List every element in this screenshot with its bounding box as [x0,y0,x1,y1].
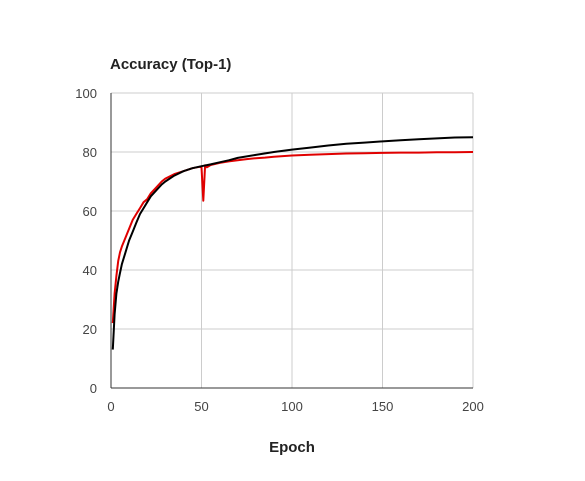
y-tick-label: 20 [83,322,97,337]
x-tick-label: 200 [462,399,484,414]
series-line-red [111,151,474,324]
tick-labels: 0 20 40 60 80 100 0 50 100 150 200 [75,86,484,414]
chart-title: Accuracy (Top-1) [110,56,231,73]
y-tick-label: 80 [83,145,97,160]
series-lines [111,136,474,350]
x-tick-label: 50 [194,399,208,414]
x-axis-label: Epoch [269,439,315,456]
x-tick-label: 150 [372,399,394,414]
x-tick-label: 100 [281,399,303,414]
x-tick-label: 0 [107,399,114,414]
y-tick-label: 100 [75,86,97,101]
y-tick-label: 60 [83,204,97,219]
y-tick-label: 40 [83,263,97,278]
grid [110,92,474,389]
series-line-black [111,136,474,350]
y-tick-label: 0 [90,381,97,396]
